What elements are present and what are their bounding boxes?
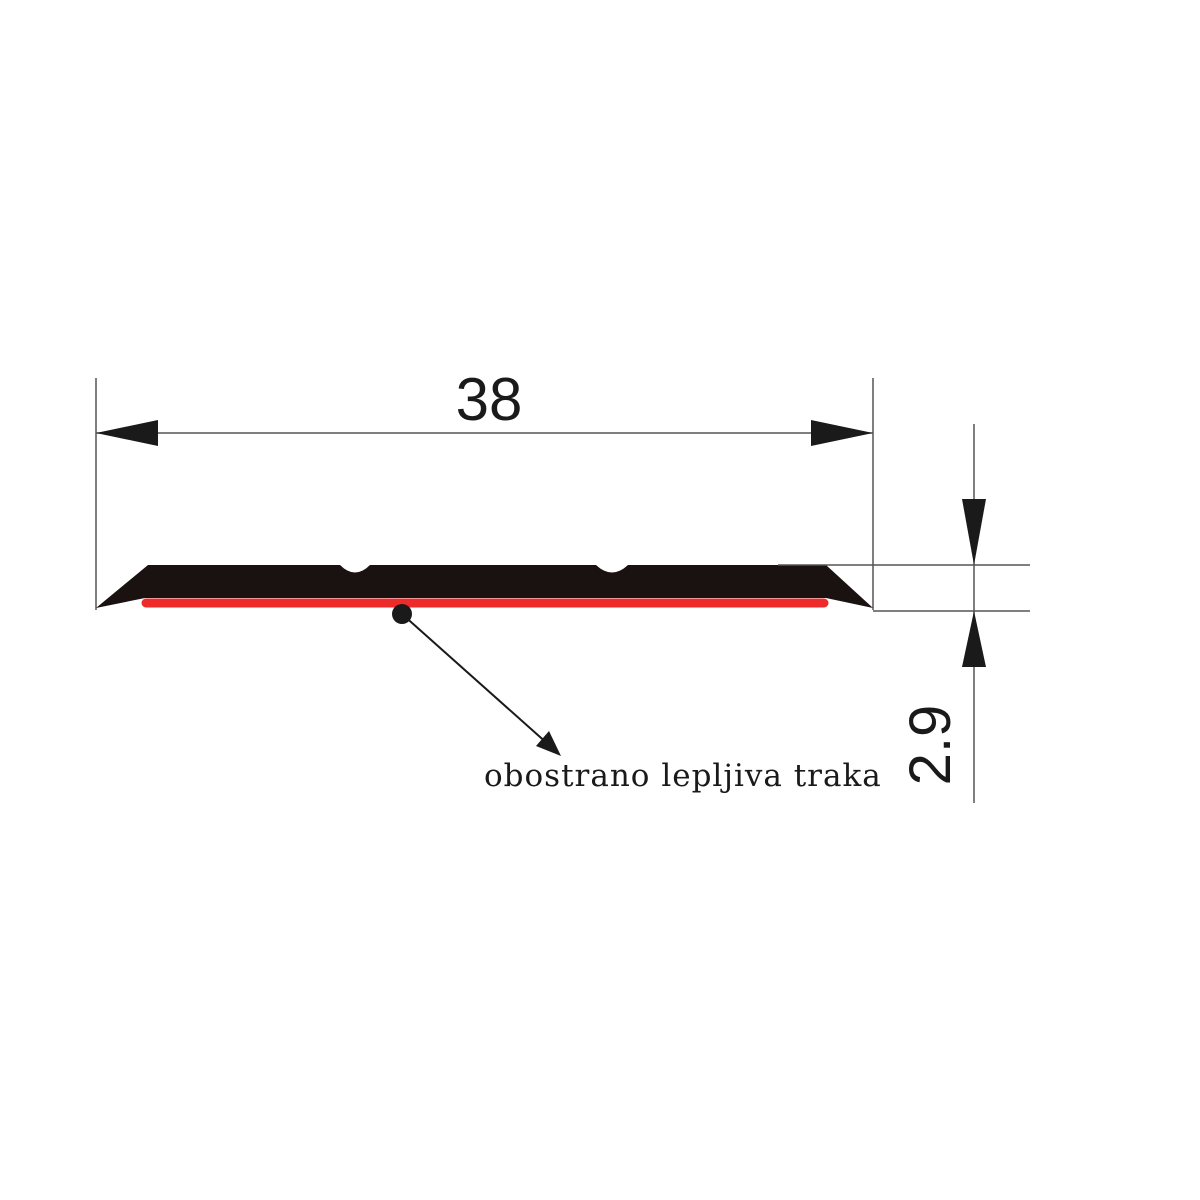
width-arrow-left: [96, 420, 158, 446]
thickness-dimension-label: 2.9: [898, 705, 963, 786]
callout-arrowhead: [536, 731, 561, 756]
profile-shape: [96, 565, 873, 608]
width-arrow-right: [811, 420, 873, 446]
width-dimension-label: 38: [456, 366, 523, 433]
thickness-arrow-top: [962, 499, 986, 565]
callout-leader-line: [401, 613, 550, 746]
callout-label: obostrano lepljiva traka: [484, 758, 882, 794]
thickness-arrow-bottom: [962, 611, 986, 667]
